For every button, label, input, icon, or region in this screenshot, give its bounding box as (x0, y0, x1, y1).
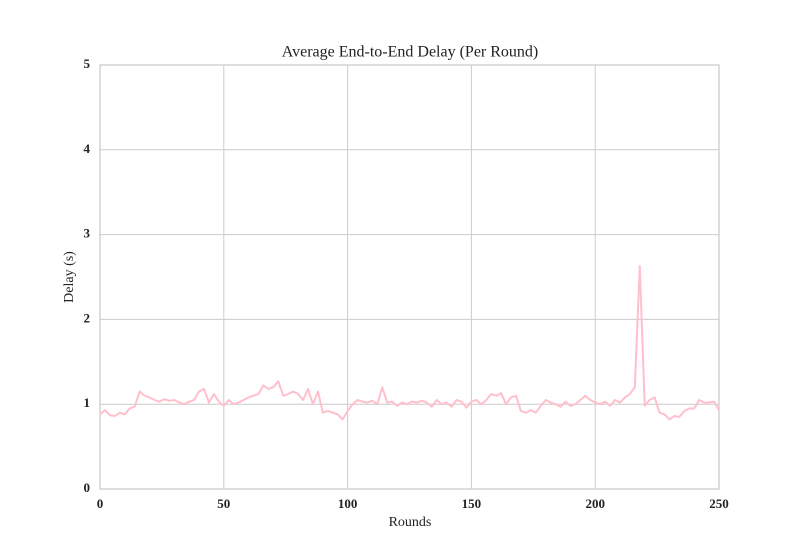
x-tick-label: 150 (462, 496, 482, 511)
plot-frame (99, 64, 720, 490)
y-tick-label: 2 (84, 310, 91, 325)
y-tick-label: 3 (84, 226, 91, 241)
y-tick-label: 1 (84, 395, 91, 410)
y-tick-label: 5 (84, 56, 91, 71)
data-line (99, 264, 720, 421)
x-tick-label: 50 (217, 496, 230, 511)
chart-title: Average End-to-End Delay (Per Round) (282, 44, 539, 61)
x-axis-label: Rounds (389, 515, 432, 530)
x-tick-label: 250 (709, 496, 729, 511)
x-tick-label: 200 (585, 496, 605, 511)
x-tick-label: 0 (97, 496, 104, 511)
x-tick-label: 100 (338, 496, 358, 511)
y-axis-label: Delay (s) (62, 251, 77, 303)
y-tick-label: 4 (84, 141, 91, 156)
y-tick-label: 0 (84, 480, 91, 495)
